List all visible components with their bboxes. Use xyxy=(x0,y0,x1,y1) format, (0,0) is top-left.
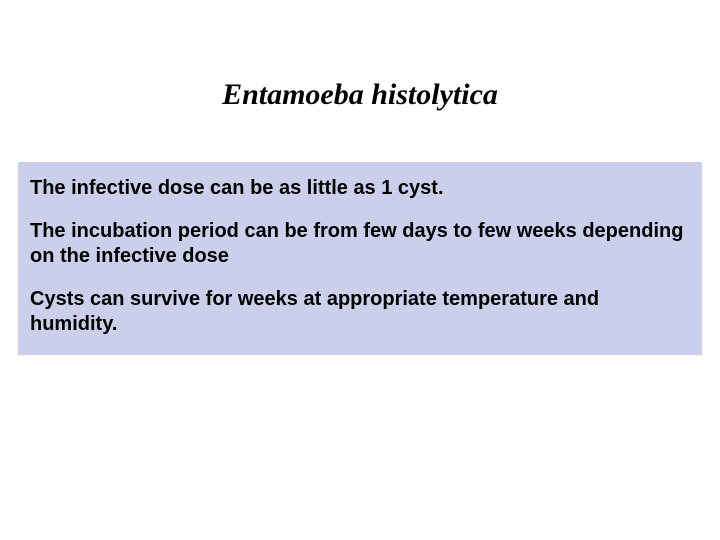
paragraph-1: The infective dose can be as little as 1… xyxy=(30,176,690,201)
content-box: The infective dose can be as little as 1… xyxy=(18,162,702,355)
paragraph-2: The incubation period can be from few da… xyxy=(30,219,690,269)
paragraph-3: Cysts can survive for weeks at appropria… xyxy=(30,287,690,337)
slide-title: Entamoeba histolytica xyxy=(0,78,720,112)
slide: Entamoeba histolytica The infective dose… xyxy=(0,0,720,540)
